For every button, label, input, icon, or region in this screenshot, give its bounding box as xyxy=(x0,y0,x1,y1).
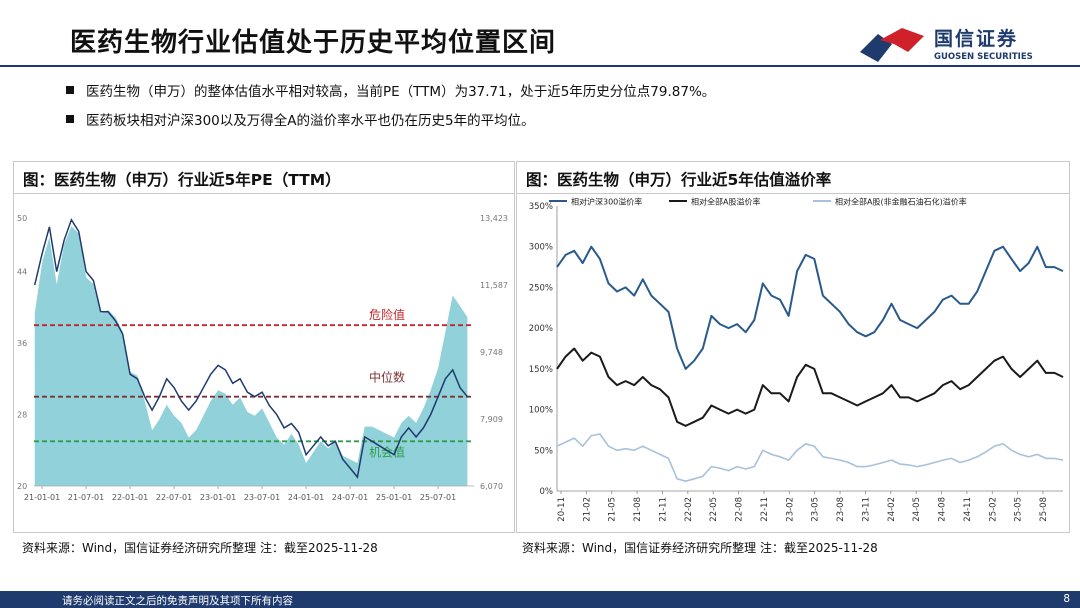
x-tick-label: 21-05 xyxy=(608,497,618,522)
logo-text-cn: 国信证券 xyxy=(934,28,1019,50)
x-tick-label: 25-08 xyxy=(1039,497,1049,522)
x-tick-label: 25-01-01 xyxy=(376,493,412,502)
x-tick-label: 21-02 xyxy=(582,497,592,522)
danger-line-label: 危险值 xyxy=(369,307,405,322)
page-title: 医药生物行业估值处于历史平均位置区间 xyxy=(70,28,557,58)
y-tick-label: 100% xyxy=(529,406,553,416)
bullet-list: 医药生物（申万）的整体估值水平相对较高，当前PE（TTM）为37.71，处于近5… xyxy=(66,78,715,136)
x-tick-label: 21-08 xyxy=(633,497,643,522)
all-a-premium-line xyxy=(556,347,1064,427)
x-tick-label: 25-02 xyxy=(988,497,998,522)
y-tick-label: 350% xyxy=(529,202,553,212)
page-number: 8 xyxy=(1063,593,1070,605)
median-line-label: 中位数 xyxy=(369,370,405,385)
y-tick-label: 150% xyxy=(529,365,553,375)
left-source-note: 资料来源：Wind，国信证券经济研究所整理 注：截至2025-11-28 xyxy=(22,541,378,555)
y-left-tick-label: 50 xyxy=(17,214,27,223)
brand-logo: 国信证券 GUOSEN SECURITIES xyxy=(858,22,1058,66)
x-tick-label: 24-07-01 xyxy=(332,493,368,502)
x-tick-label: 21-11 xyxy=(658,497,668,522)
y-tick-label: 300% xyxy=(529,243,553,253)
x-tick-label: 21-07-01 xyxy=(68,493,104,502)
pe-chart-title: 图：医药生物（申万）行业近5年PE（TTM） xyxy=(23,171,341,189)
y-right-tick-label: 13,423 xyxy=(480,214,508,223)
y-tick-label: 250% xyxy=(529,283,553,293)
panel-divider xyxy=(517,193,1069,194)
premium-chart-panel: 图：医药生物（申万）行业近5年估值溢价率 0% 50% 100% 150% 200% 25… xyxy=(516,161,1070,533)
pe-area-series xyxy=(34,226,468,486)
x-tick-label: 22-11 xyxy=(760,497,770,522)
y-right-tick-label: 6,070 xyxy=(480,482,503,491)
footer-disclaimer: 请务必阅读正文之后的免责声明及其项下所有内容 xyxy=(62,595,293,607)
y-tick-label: 0% xyxy=(540,487,554,497)
premium-chart: 0% 50% 100% 150% 200% 250% 300% 350% 相对沪深300溢价率 相… xyxy=(529,197,1064,522)
opportunity-line-label: 机会值 xyxy=(369,444,405,459)
x-tick-label: 22-08 xyxy=(735,497,745,522)
x-tick-label: 24-02 xyxy=(887,497,897,522)
pe-chart-panel: 图：医药生物（申万）行业近5年PE（TTM） 危险值中位数机会值 20 28 36 44… xyxy=(13,161,515,533)
x-tick-label: 20-11 xyxy=(557,497,567,522)
bullet-text: 医药板块相对沪深300以及万得全A的溢价率水平也仍在历史5年的平均位。 xyxy=(86,113,535,129)
ex-fin-premium-line xyxy=(556,433,1064,482)
y-left-tick-label: 28 xyxy=(17,411,27,420)
x-tick-label: 22-05 xyxy=(709,497,719,522)
hs300-premium-line xyxy=(556,245,1064,370)
y-left-tick-label: 20 xyxy=(17,482,27,491)
y-right-tick-label: 11,587 xyxy=(480,281,508,290)
x-tick-label: 22-02 xyxy=(684,497,694,522)
y-left-tick-label: 36 xyxy=(17,339,27,348)
y-right-tick-label: 7,909 xyxy=(480,415,503,424)
y-tick-label: 50% xyxy=(534,446,553,456)
bullet-item: 医药板块相对沪深300以及万得全A的溢价率水平也仍在历史5年的平均位。 xyxy=(66,107,715,136)
legend-label: 相对全部A股(非金融石油石化)溢价率 xyxy=(835,197,967,207)
logo-text-en: GUOSEN SECURITIES xyxy=(934,52,1033,62)
premium-chart-title: 图：医药生物（申万）行业近5年估值溢价率 xyxy=(526,171,832,189)
x-tick-label: 21-01-01 xyxy=(24,493,60,502)
bullet-square-icon xyxy=(66,115,74,123)
title-divider xyxy=(0,65,1080,67)
x-tick-label: 23-02 xyxy=(785,497,795,522)
x-tick-label: 25-07-01 xyxy=(420,493,456,502)
x-tick-label: 23-01-01 xyxy=(200,493,236,502)
x-tick-label: 25-05 xyxy=(1014,497,1024,522)
x-tick-label: 23-08 xyxy=(836,497,846,522)
bullet-text: 医药生物（申万）的整体估值水平相对较高，当前PE（TTM）为37.71，处于近5… xyxy=(86,84,716,100)
footer-bar: 请务必阅读正文之后的免责声明及其项下所有内容 8 xyxy=(0,591,1080,608)
legend-label: 相对沪深300溢价率 xyxy=(571,197,642,207)
logo-mark-icon xyxy=(860,28,924,62)
x-tick-label: 24-11 xyxy=(963,497,973,522)
x-tick-label: 22-01-01 xyxy=(112,493,148,502)
y-tick-label: 200% xyxy=(529,324,553,334)
bullet-square-icon xyxy=(66,86,74,94)
bullet-item: 医药生物（申万）的整体估值水平相对较高，当前PE（TTM）为37.71，处于近5… xyxy=(66,78,715,107)
legend-label: 相对全部A股溢价率 xyxy=(691,197,760,207)
right-source-note: 资料来源：Wind，国信证券经济研究所整理 注：截至2025-11-28 xyxy=(522,541,878,555)
panel-divider xyxy=(14,193,514,194)
pe-line-series xyxy=(33,218,468,479)
x-tick-label: 23-07-01 xyxy=(244,493,280,502)
y-right-tick-label: 9,748 xyxy=(480,348,503,357)
y-left-tick-label: 44 xyxy=(17,268,27,277)
x-tick-label: 23-11 xyxy=(861,497,871,522)
x-tick-label: 24-01-01 xyxy=(288,493,324,502)
x-tick-label: 24-08 xyxy=(938,497,948,522)
x-tick-label: 23-05 xyxy=(811,497,821,522)
x-tick-label: 22-07-01 xyxy=(156,493,192,502)
x-tick-label: 24-05 xyxy=(912,497,922,522)
